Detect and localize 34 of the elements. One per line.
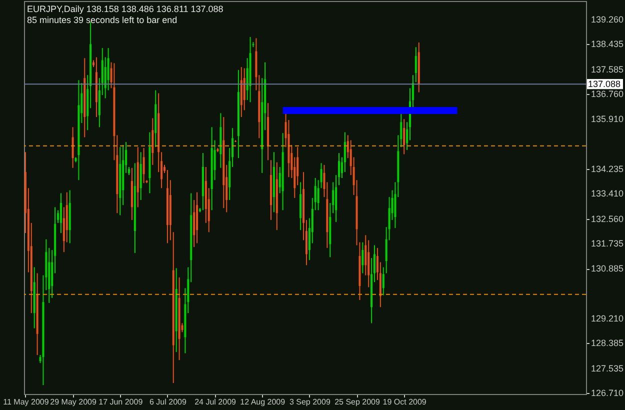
y-tick-label: 126.710	[591, 388, 624, 398]
x-tick-label: 17 Jun 2009	[98, 398, 144, 406]
candlestick	[362, 242, 364, 274]
ref-line-label: 137.088	[588, 79, 621, 90]
candlestick	[142, 147, 145, 184]
y-tick-label: 127.535	[591, 363, 624, 374]
x-tick-label: 12 Aug 2009	[240, 398, 286, 406]
y-tick-label: 137.585	[591, 64, 624, 74]
x-tick-label: 11 May 2009	[3, 398, 50, 406]
y-tick-label: 134.235	[591, 164, 624, 174]
candlestick	[414, 46, 417, 83]
y-tick-label: 136.760	[591, 88, 624, 99]
candlestick	[403, 118, 406, 155]
x-tick-label: 29 May 2009	[50, 398, 97, 406]
candlestick	[60, 192, 62, 234]
y-tick-label: 139.260	[591, 14, 624, 24]
candlestick	[72, 126, 74, 168]
text: 85 minutes 39 seconds left to bar end	[27, 15, 178, 25]
y-tick-label: 130.885	[591, 264, 624, 274]
y-tick-label: 129.210	[591, 313, 624, 324]
chart-title: EURJPY,Daily 138.158 138.486 136.811 137.088	[27, 4, 224, 14]
y-tick-label: 132.560	[591, 214, 624, 224]
y-tick-label: 133.410	[591, 188, 624, 198]
candlestick	[152, 118, 154, 166]
y-tick-label: 131.735	[591, 238, 624, 248]
candlestick	[382, 266, 384, 296]
x-tick-label: 19 Oct 2009	[382, 398, 427, 406]
y-tick-label: 135.910	[591, 114, 624, 124]
x-tick-label: 24 Jul 2009	[194, 398, 237, 406]
y-tick-label: 128.385	[591, 338, 624, 348]
x-tick-label: 3 Sep 2009	[289, 398, 331, 406]
x-tick-label: 6 Jul 2009	[149, 398, 187, 406]
x-tick-label: 25 Sep 2009	[334, 398, 380, 406]
y-tick-label: 138.435	[591, 38, 624, 49]
